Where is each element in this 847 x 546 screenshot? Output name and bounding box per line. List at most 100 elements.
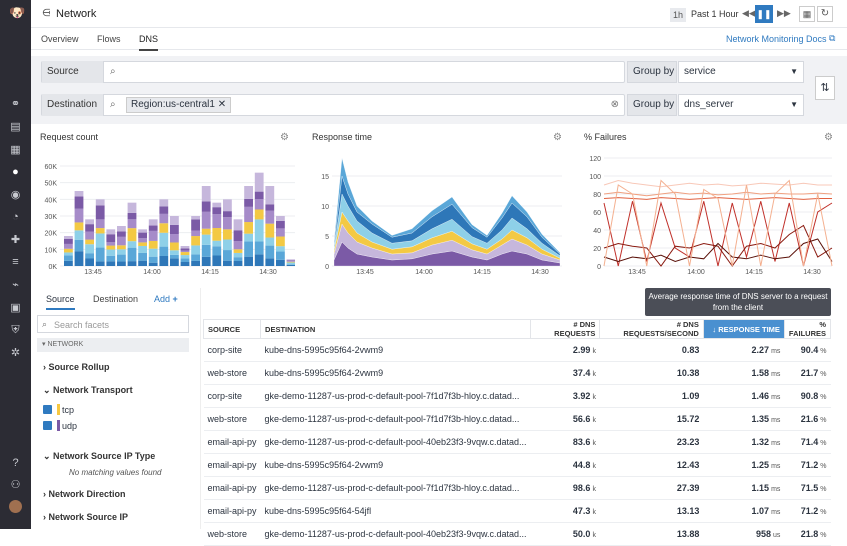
bar-segment <box>286 262 295 265</box>
bar-segment <box>64 238 73 244</box>
avatar[interactable] <box>9 500 22 513</box>
tab-dns[interactable]: DNS <box>139 34 159 51</box>
bar-segment <box>265 210 275 224</box>
close-icon[interactable]: ✕ <box>217 99 227 110</box>
synthetics-icon[interactable]: ⌁ <box>12 279 19 291</box>
cell-destination: gke-demo-11287-us-prod-c-default-pool-7f… <box>260 476 531 500</box>
metrics-icon[interactable]: ▦ <box>10 144 21 156</box>
col-response-time[interactable]: ↓ RESPONSE TIME <box>702 319 785 339</box>
bar-segment <box>286 261 295 263</box>
gear-icon[interactable]: ⚙ <box>824 132 833 143</box>
col-dns-requests[interactable]: # DNS REQUESTS <box>530 319 601 339</box>
facet-section-header[interactable]: ▾ NETWORK <box>37 338 189 352</box>
table-row[interactable]: web-store kube-dns-5995c95f64-2vwm9 37.4 k 1… <box>203 361 831 385</box>
tab-flows[interactable]: Flows <box>97 34 121 44</box>
facet-network-direction[interactable]: › Network Direction <box>43 489 126 499</box>
pause-button[interactable]: ❚❚ <box>755 5 773 23</box>
source-filter[interactable]: Source ⌕ <box>41 61 625 83</box>
bar-segment <box>64 236 73 239</box>
time-range-badge[interactable]: 1h <box>670 8 687 22</box>
time-range-label[interactable]: Past 1 Hour <box>691 9 739 19</box>
forward-icon[interactable]: ▶▶ <box>777 8 791 18</box>
logs-icon[interactable]: ≡ <box>12 256 19 268</box>
facet-search-placeholder: Search facets <box>54 320 110 330</box>
team-icon[interactable]: ⚇ <box>10 479 21 491</box>
bar-segment <box>74 191 84 197</box>
checkbox-tcp[interactable] <box>43 405 52 414</box>
col-source[interactable]: SOURCE <box>202 319 262 339</box>
col-requests-per-second[interactable]: # DNS REQUESTS/SECOND <box>599 319 704 339</box>
calendar-icon[interactable]: ▦ <box>799 6 815 22</box>
facet-source-ip-type[interactable]: ⌄ Network Source IP Type <box>43 451 156 461</box>
col-destination[interactable]: DESTINATION <box>260 319 532 339</box>
bar-segment <box>254 219 264 242</box>
dashboard-icon[interactable]: ▤ <box>10 121 21 133</box>
rewind-icon[interactable]: ◀◀ <box>742 8 756 18</box>
y-tick-label: 0 <box>597 264 601 271</box>
bar-segment <box>201 234 211 245</box>
table-row[interactable]: email-api-py kube-dns-5995c95f64-2vwm9 44.… <box>203 453 831 477</box>
external-link-icon: ⧉ <box>829 33 836 43</box>
integrations-icon[interactable]: ✚ <box>10 234 21 246</box>
add-facet-button[interactable]: Add + <box>154 294 178 304</box>
groupby-select-2[interactable]: dns_server ▼ <box>678 94 804 116</box>
clear-icon[interactable]: ⊗ <box>610 99 619 110</box>
bar-segment <box>148 225 158 231</box>
facet-network-transport[interactable]: ⌄ Network Transport <box>43 385 133 395</box>
docs-link[interactable]: Network Monitoring Docs <box>726 34 827 44</box>
line-series <box>603 191 833 197</box>
bar-segment <box>191 219 200 231</box>
refresh-icon[interactable]: ↻ <box>817 6 833 22</box>
bar-segment <box>95 247 105 262</box>
bar-segment <box>74 251 84 266</box>
bar-segment <box>138 245 147 253</box>
table-row[interactable]: email-api-py gke-demo-11287-us-prod-c-def… <box>203 476 831 500</box>
facet-label: Network Source IP <box>48 512 129 522</box>
facet-source-rollup[interactable]: › Source Rollup <box>43 362 110 372</box>
groupby-select-1[interactable]: service ▼ <box>678 61 804 83</box>
chevron-down-icon: ▼ <box>790 100 798 109</box>
settings-icon[interactable]: ✲ <box>10 347 21 359</box>
facet-search-input[interactable]: ⌕ Search facets <box>37 315 189 333</box>
bar-segment <box>212 214 222 229</box>
network-icon[interactable]: ● <box>12 166 19 178</box>
facet-source-ip[interactable]: › Network Source IP <box>43 512 129 522</box>
bar-segment <box>106 249 116 256</box>
gear-icon[interactable]: ⚙ <box>553 132 562 143</box>
bar-segment <box>180 250 190 253</box>
gear-icon[interactable]: ⚙ <box>280 132 289 143</box>
bar-segment <box>212 228 222 241</box>
bar-segment <box>95 205 105 220</box>
datadog-logo-icon[interactable]: 🐶 <box>9 5 26 20</box>
help-icon[interactable]: ? <box>12 457 19 469</box>
cell-dns-requests: 98.6 k <box>530 476 600 500</box>
table-row[interactable]: email-api-py kube-dns-5995c95f64-54jfl 47.… <box>203 499 831 523</box>
cell-failures: 90.4% <box>784 338 831 362</box>
bar-segment <box>223 217 232 230</box>
facet-tab-destination[interactable]: Destination <box>93 294 139 304</box>
checkbox-udp[interactable] <box>43 421 52 430</box>
bar-segment <box>223 211 232 218</box>
filter-tag[interactable]: Region:us-central1 ✕ <box>126 97 232 113</box>
col-failures[interactable]: % FAILURES <box>783 319 832 339</box>
monitors-icon[interactable]: ◉ <box>10 189 21 201</box>
destination-filter[interactable]: Destination ⌕ Region:us-central1 ✕ ⊗ <box>41 94 625 116</box>
groupby-label-2: Group by <box>627 94 677 116</box>
facet-tab-source[interactable]: Source <box>46 294 75 310</box>
x-tick-label: 14:30 <box>803 269 821 276</box>
swap-icon[interactable]: ⇅ <box>815 76 835 100</box>
security-icon[interactable]: ⛨ <box>11 324 20 336</box>
binoculars-icon[interactable]: ⚭ <box>10 98 21 110</box>
y-tick-label: 100 <box>589 174 601 181</box>
tab-overview[interactable]: Overview <box>41 34 79 44</box>
tooltip: Average response time of DNS server to a… <box>645 288 831 316</box>
apm-icon[interactable]: ◔ <box>12 211 19 223</box>
table-row[interactable]: web-store gke-demo-11287-us-prod-c-defaul… <box>203 407 831 431</box>
table-row[interactable]: corp-site gke-demo-11287-us-prod-c-defaul… <box>203 384 831 408</box>
table-row[interactable]: web-store gke-demo-11287-us-prod-c-defaul… <box>203 522 831 546</box>
table-row[interactable]: corp-site kube-dns-5995c95f64-2vwm9 2.99 k 0… <box>203 338 831 362</box>
table-row[interactable]: email-api-py gke-demo-11287-us-prod-c-def… <box>203 430 831 454</box>
notebook-icon[interactable]: ▣ <box>10 302 21 314</box>
bar-segment <box>85 219 94 225</box>
cell-requests-per-second: 27.39 <box>599 476 704 500</box>
